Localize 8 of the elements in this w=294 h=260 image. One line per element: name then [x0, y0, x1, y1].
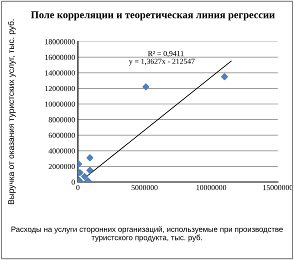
point	[142, 83, 150, 90]
point	[78, 169, 84, 176]
point	[221, 73, 228, 80]
point	[81, 173, 88, 180]
point	[86, 154, 94, 162]
point	[86, 166, 94, 174]
y-axis-title: Выручка от оказания туристских услуг, тыс. руб.	[8, 20, 16, 204]
chart-title: Поле корреляции и теоретическая линия регрессии	[30, 11, 275, 20]
